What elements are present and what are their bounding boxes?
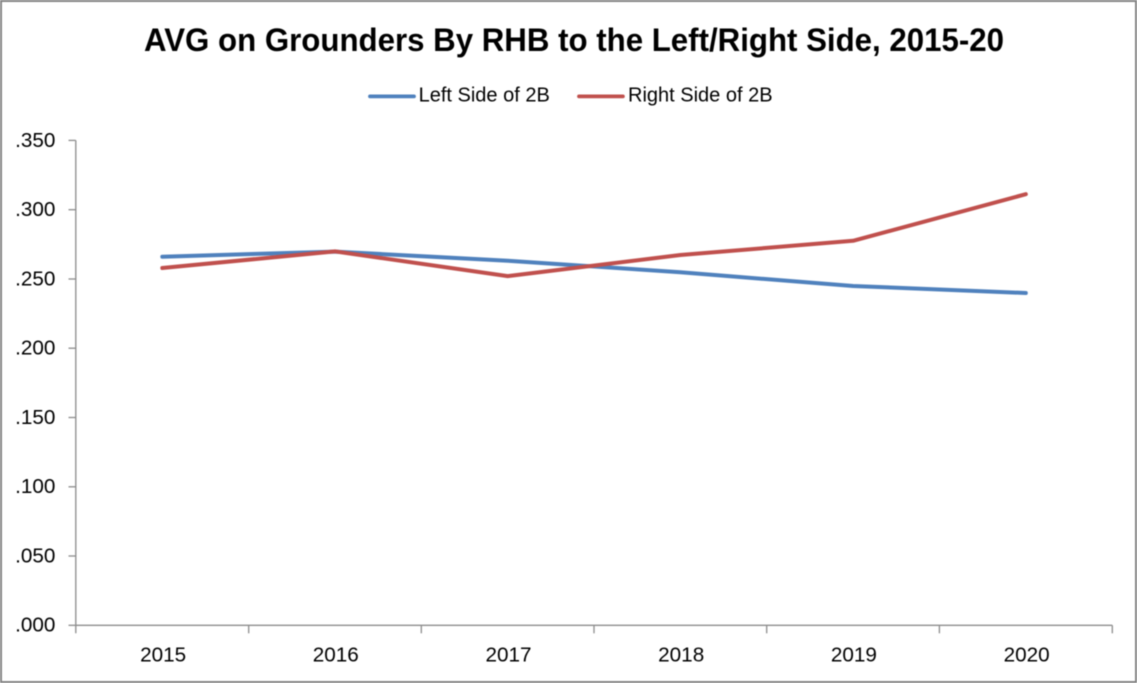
svg-text:.250: .250 (15, 267, 55, 290)
svg-text:.300: .300 (15, 198, 55, 221)
svg-text:2015: 2015 (140, 644, 186, 667)
svg-text:Right Side of 2B: Right Side of 2B (628, 84, 773, 106)
svg-text:.050: .050 (15, 545, 55, 568)
svg-text:.350: .350 (15, 129, 55, 152)
svg-text:2020: 2020 (1004, 644, 1050, 667)
svg-text:2019: 2019 (831, 644, 877, 667)
svg-text:.150: .150 (15, 406, 55, 429)
svg-text:AVG on Grounders By RHB to the: AVG on Grounders By RHB to the Left/Righ… (144, 22, 1004, 58)
svg-text:.000: .000 (15, 614, 55, 637)
svg-text:2017: 2017 (485, 644, 531, 667)
svg-text:2018: 2018 (658, 644, 704, 667)
svg-text:.200: .200 (15, 337, 55, 360)
svg-text:.100: .100 (15, 475, 55, 498)
svg-text:Left Side of 2B: Left Side of 2B (419, 84, 550, 106)
svg-text:2016: 2016 (313, 644, 359, 667)
